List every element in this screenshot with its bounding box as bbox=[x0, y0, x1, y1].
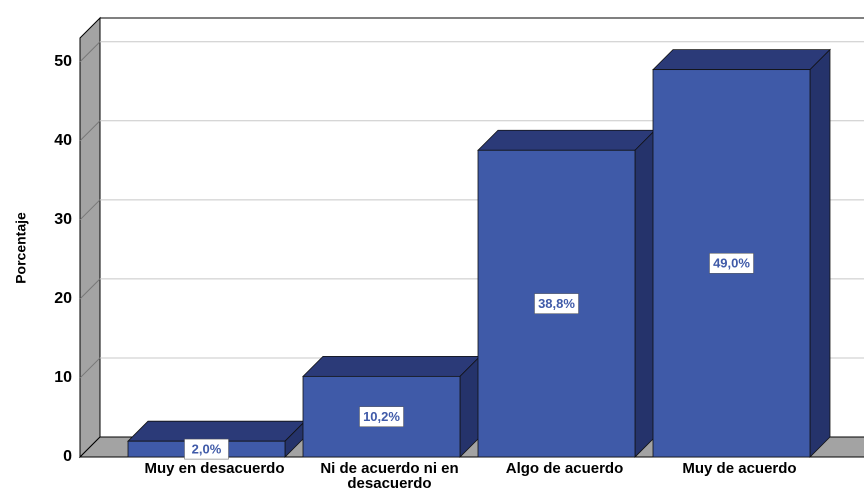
value-label: 10,2% bbox=[363, 409, 400, 424]
x-tick-label: Algo de acuerdo bbox=[505, 460, 624, 477]
y-tick-label: 30 bbox=[54, 211, 72, 228]
grid-line bbox=[79, 41, 101, 63]
left-wall bbox=[79, 16, 101, 459]
bar-side bbox=[634, 129, 656, 458]
y-tick-label: 50 bbox=[54, 53, 72, 70]
value-label-box bbox=[359, 406, 404, 427]
x-tick-label: Ni de acuerdo ni en desacuerdo bbox=[320, 460, 459, 492]
value-label-box bbox=[709, 253, 754, 274]
bar-top bbox=[477, 129, 656, 151]
x-tick-label: Muy en desacuerdo bbox=[144, 460, 285, 477]
grid-line bbox=[79, 199, 101, 221]
grid-line bbox=[79, 120, 101, 142]
grid-line bbox=[79, 278, 101, 300]
grid-line bbox=[79, 357, 101, 379]
bar-top bbox=[127, 420, 306, 442]
value-label: 49,0% bbox=[713, 256, 750, 271]
value-label-box bbox=[534, 293, 579, 314]
x-tick-label: Muy de acuerdo bbox=[682, 460, 797, 477]
y-tick-label: 20 bbox=[54, 290, 72, 307]
bar-side bbox=[809, 48, 831, 458]
y-tick-label: 40 bbox=[54, 132, 72, 149]
y-tick-label: 10 bbox=[54, 369, 72, 386]
value-label-box bbox=[184, 438, 229, 460]
value-label: 38,8% bbox=[538, 296, 575, 311]
value-label: 2,0% bbox=[192, 442, 222, 457]
y-tick-label: 0 bbox=[63, 448, 72, 465]
bar-top bbox=[302, 355, 481, 377]
y-axis-label: Porcentaje bbox=[13, 212, 29, 284]
bar-top bbox=[652, 49, 831, 71]
